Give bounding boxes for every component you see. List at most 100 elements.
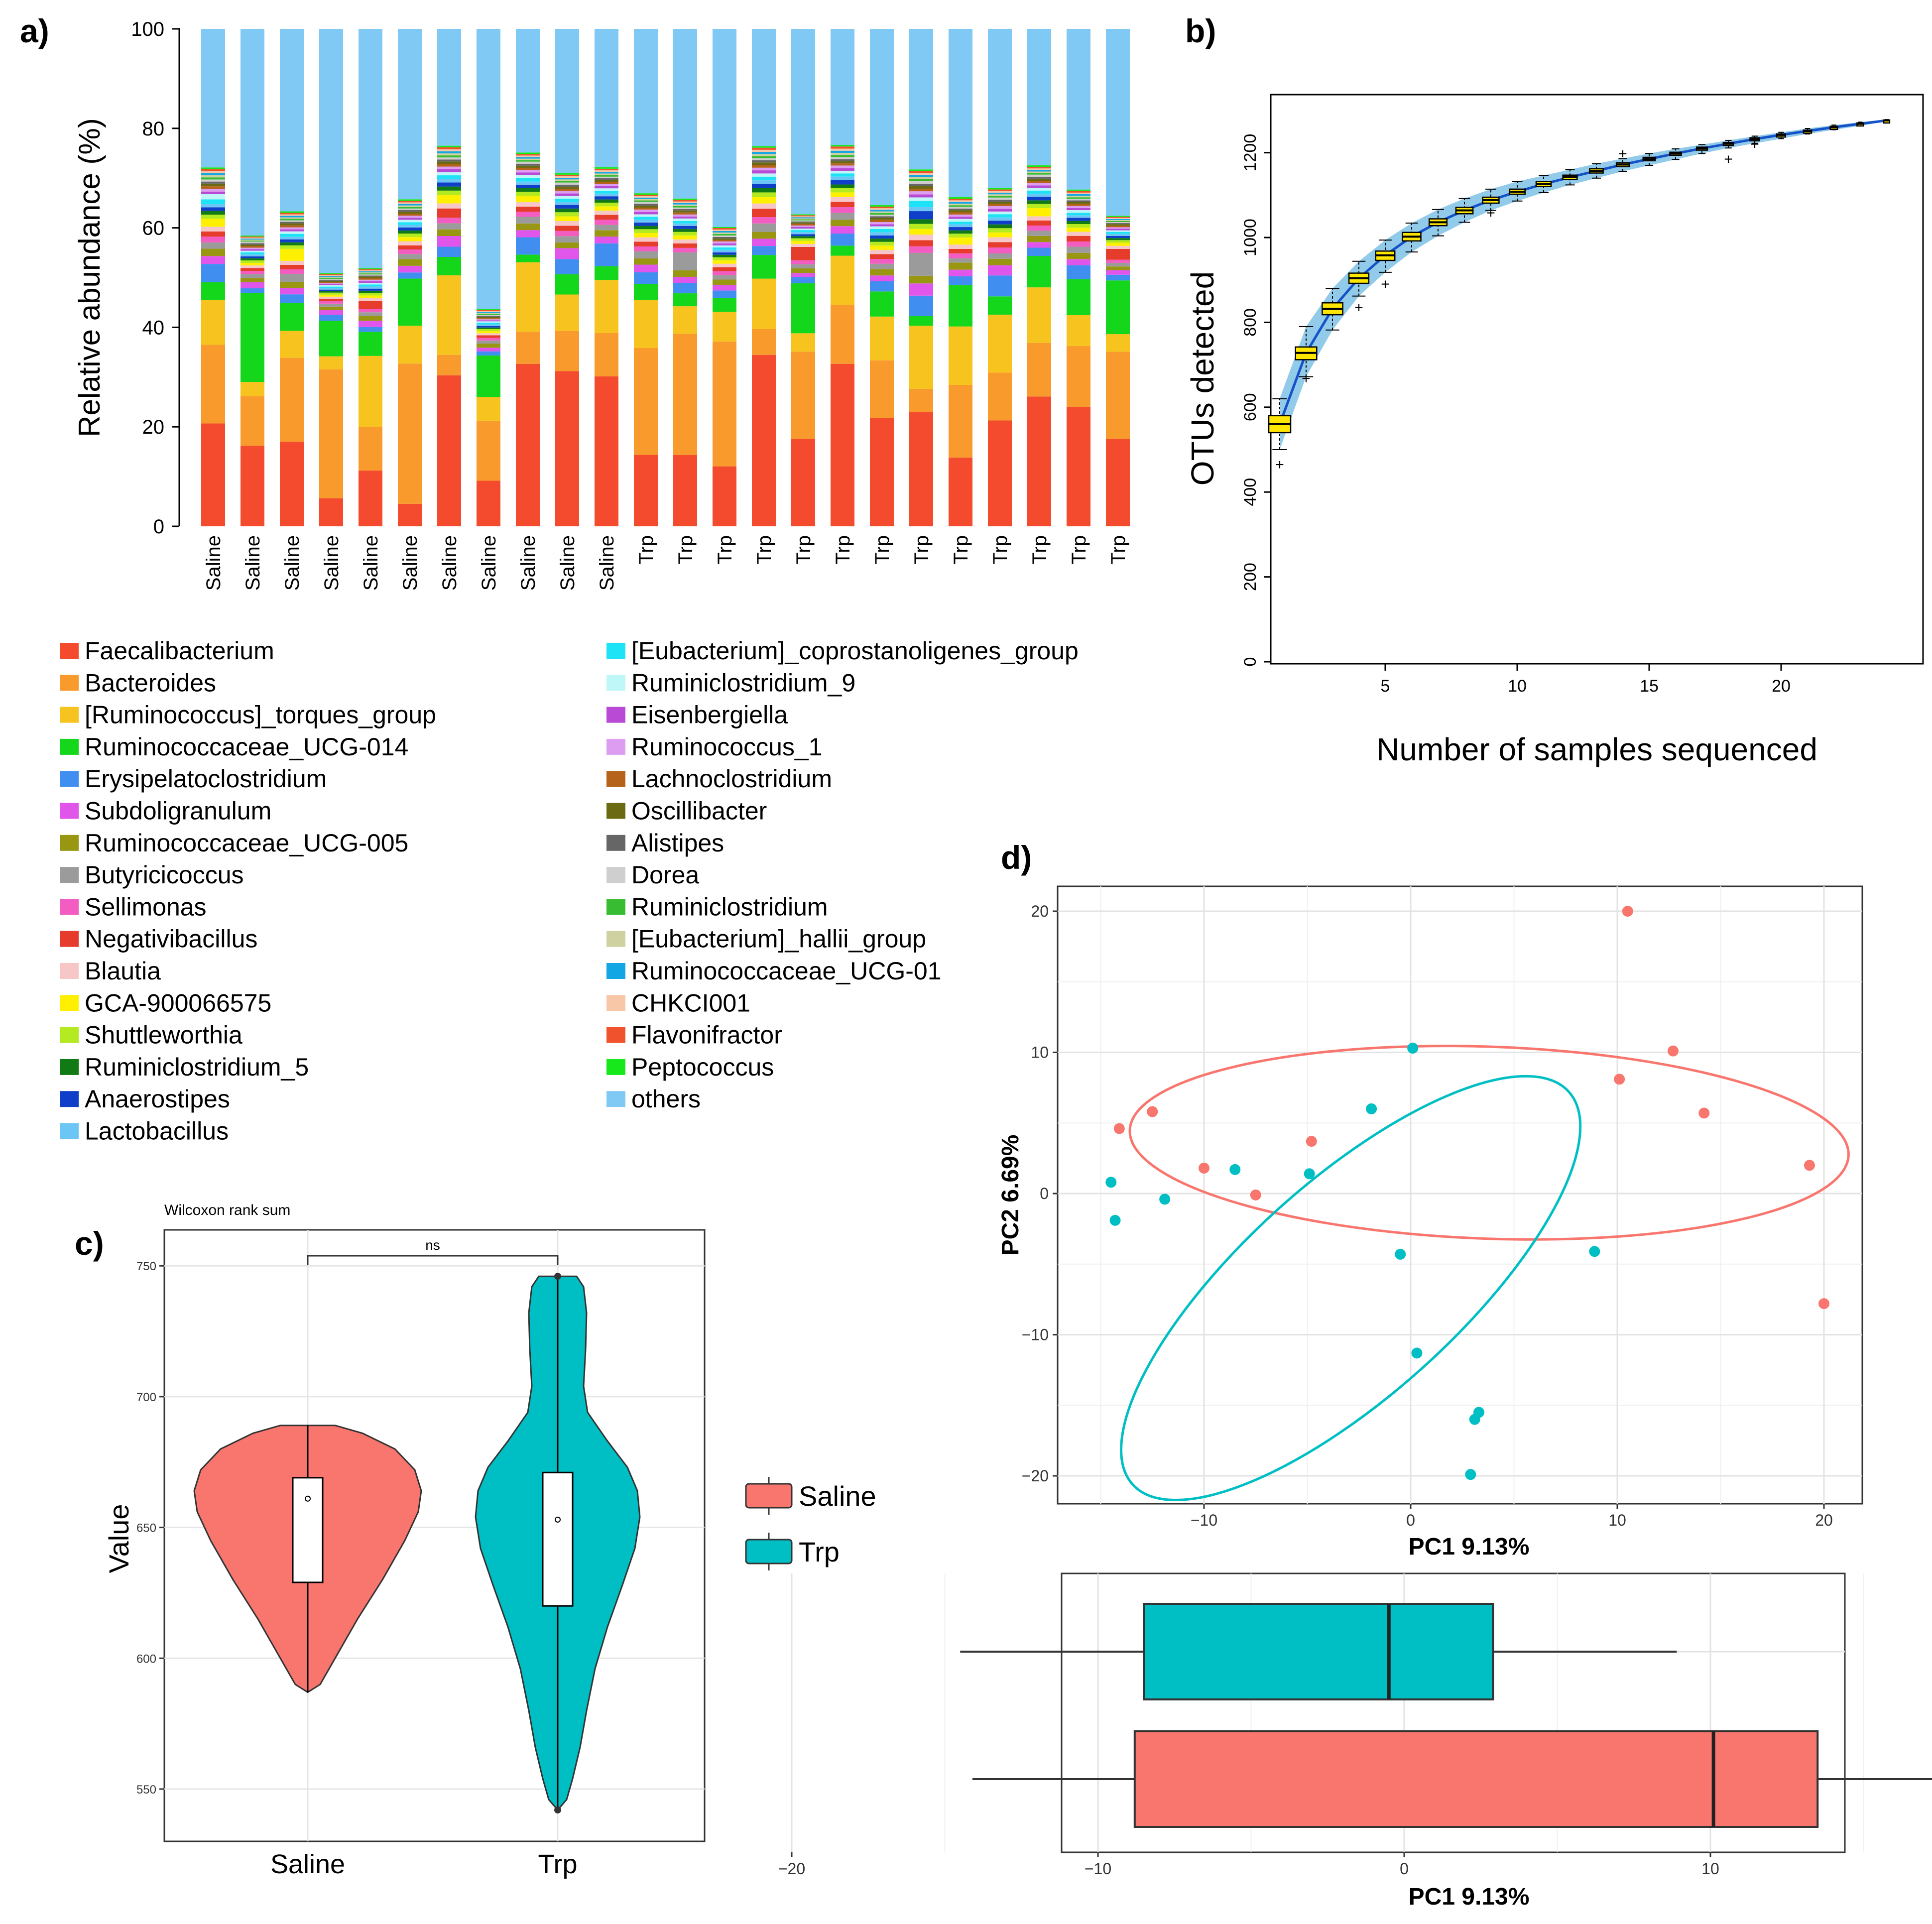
bar-segment: [280, 211, 304, 213]
bar-segment: [555, 205, 579, 209]
legend-swatch: [60, 707, 79, 723]
bar-segment: [870, 418, 894, 526]
legend-label: [Eubacterium]_coprostanoligenes_group: [631, 637, 1079, 665]
bar-segment: [241, 243, 264, 245]
bar-segment: [1067, 218, 1090, 221]
bar-segment: [477, 319, 500, 321]
y-tick-label: 550: [136, 1783, 156, 1797]
bar-segment: [201, 204, 225, 208]
bar-segment: [870, 205, 894, 207]
bar-segment: [1106, 219, 1130, 220]
bar-segment: [673, 293, 697, 307]
bar-segment: [909, 388, 933, 412]
bar-segment: [831, 176, 854, 180]
bar-segment: [752, 255, 776, 279]
bar-segment: [516, 157, 540, 159]
bar-segment: [201, 181, 225, 184]
bar-segment: [241, 382, 264, 396]
bar-segment: [555, 173, 579, 175]
bar-segment: [555, 371, 579, 526]
bar-segment: [516, 223, 540, 231]
bar-segment: [1106, 280, 1130, 335]
box-iqr-saline: [1133, 1730, 1819, 1828]
bar-segment: [359, 271, 382, 272]
bar-segment: [516, 158, 540, 160]
bar-segment: [634, 206, 658, 208]
bar-segment: [752, 184, 776, 188]
bar-segment: [673, 204, 697, 206]
bar-segment: [555, 29, 579, 173]
legend-label: Saline: [799, 1480, 876, 1512]
y-axis-label: Relative abundance (%): [73, 118, 106, 437]
bar-segment: [634, 233, 658, 238]
bar-segment: [870, 241, 894, 246]
bar-segment: [319, 303, 343, 307]
bar-segment: [1106, 226, 1130, 228]
bar-segment: [634, 200, 658, 202]
bar-segment: [909, 326, 933, 389]
bar-segment: [398, 207, 422, 209]
y-tick-label: 1000: [1241, 219, 1260, 256]
plot-frame: [1057, 885, 1863, 1505]
bar-segment: [870, 254, 894, 259]
bar-segment: [713, 298, 736, 312]
bar-segment: [359, 283, 382, 285]
bar-segment: [909, 207, 933, 212]
bar-segment: [1106, 242, 1130, 246]
bar-segment: [752, 180, 776, 184]
y-axis-label: OTUs detected: [1185, 271, 1220, 485]
legend-swatch: [60, 867, 79, 883]
bar-segment: [752, 203, 776, 209]
bar-segment: [201, 300, 225, 345]
bar-segment: [673, 210, 697, 213]
bar-segment: [949, 269, 972, 276]
bar-segment: [359, 471, 382, 526]
bar-segment: [319, 279, 343, 280]
bar-segment: [319, 283, 343, 284]
legend-label: Ruminiclostridium_5: [85, 1053, 309, 1081]
bar-segment: [241, 236, 264, 237]
y-tick-label: 40: [142, 317, 165, 339]
bar-segment: [870, 206, 894, 209]
legend-label: Peptococcus: [631, 1053, 774, 1081]
bar-segment: [673, 334, 697, 455]
bar-segment: [949, 197, 972, 199]
panel-c-violin: Wilcoxon rank sum 550 600 650 700 750 ns Saline…: [103, 1202, 876, 1879]
bar-segment: [477, 29, 500, 309]
bar-segment: [831, 148, 854, 151]
bar-segment: [241, 256, 264, 258]
bar-segment: [949, 208, 972, 211]
bar-segment: [831, 145, 854, 147]
bar-segment: [437, 161, 461, 164]
bar-segment: [595, 188, 618, 191]
bar-segment: [791, 277, 815, 283]
bar-segment: [359, 327, 382, 332]
bar-segment: [477, 312, 500, 313]
legend-swatch: [606, 963, 625, 979]
bar-segment: [359, 290, 382, 293]
panel-d-pca: −10 0 10 20 −20 −10 0 10 20 PC1 9.13% PC2 6.69%: [997, 885, 1863, 1560]
bar-segment: [1027, 343, 1051, 397]
legend-label: Shuttleworthia: [85, 1021, 242, 1049]
bar-segment: [634, 207, 658, 210]
bar-segment: [555, 221, 579, 226]
outlier-point: +: [1275, 457, 1284, 473]
bar-segment: [791, 216, 815, 218]
legend-swatch: [60, 835, 79, 851]
bar-segment: [595, 220, 618, 225]
bar-segment: [516, 170, 540, 173]
bar-segment: [477, 326, 500, 328]
bar-segment: [280, 248, 304, 261]
bar-segment: [909, 201, 933, 207]
bar-segment: [398, 254, 422, 259]
bar-segment: [280, 213, 304, 215]
box-iqr: [542, 1471, 574, 1607]
bar-segment: [1106, 334, 1130, 352]
bar-segment: [1067, 208, 1090, 211]
x-tick-label: Trp: [1029, 535, 1051, 565]
bar-segment: [988, 253, 1012, 259]
bar-segment: [398, 211, 422, 214]
bar-segment: [516, 237, 540, 255]
bar-segment: [319, 291, 343, 293]
